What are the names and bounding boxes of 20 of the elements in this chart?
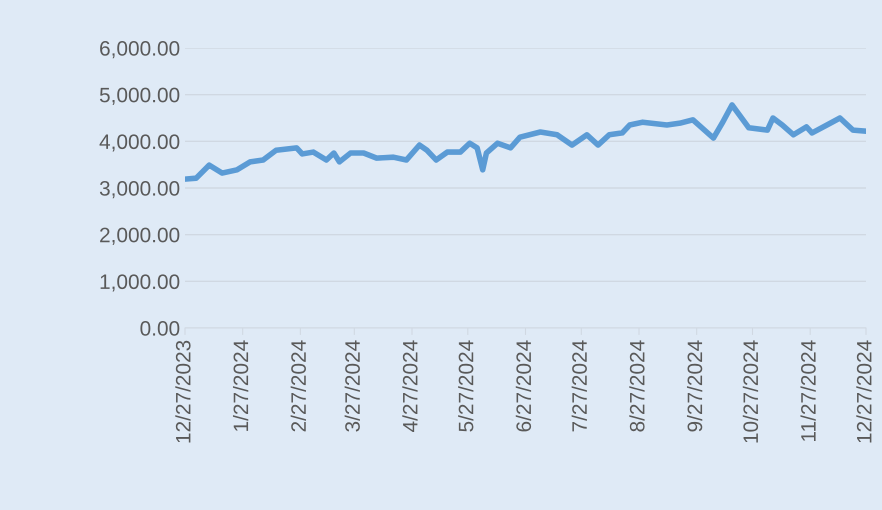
y-tick-label: 2,000.00 xyxy=(100,228,180,245)
y-tick-label: 6,000.00 xyxy=(100,41,180,58)
y-tick-label: 5,000.00 xyxy=(100,88,180,105)
y-tick-label: 3,000.00 xyxy=(100,181,180,198)
x-tick-label: 11/27/2024 xyxy=(800,340,816,441)
x-tick-label: 12/27/2023 xyxy=(175,340,191,442)
x-tick-label: 3/27/2024 xyxy=(344,340,360,432)
x-tick-label: 9/27/2024 xyxy=(686,340,702,432)
x-tick-label: 1/27/2024 xyxy=(232,340,248,431)
x-tick-label: 12/27/2024 xyxy=(856,340,872,442)
x-tick-label: 6/27/2024 xyxy=(516,340,532,432)
y-tick-label: 1,000.00 xyxy=(100,274,180,292)
x-tick-label: 10/27/2024 xyxy=(742,340,758,442)
x-tick-label: 5/27/2024 xyxy=(458,340,474,432)
x-tick-label: 4/27/2024 xyxy=(402,340,418,432)
x-tick-label: 7/27/2024 xyxy=(572,340,587,432)
x-tick-label: 2/27/2024 xyxy=(290,340,306,432)
x-tick-label: 8/27/2024 xyxy=(629,340,645,432)
y-tick-label: 4,000.00 xyxy=(100,134,180,152)
y-tick-label: 0.00 xyxy=(140,321,180,336)
